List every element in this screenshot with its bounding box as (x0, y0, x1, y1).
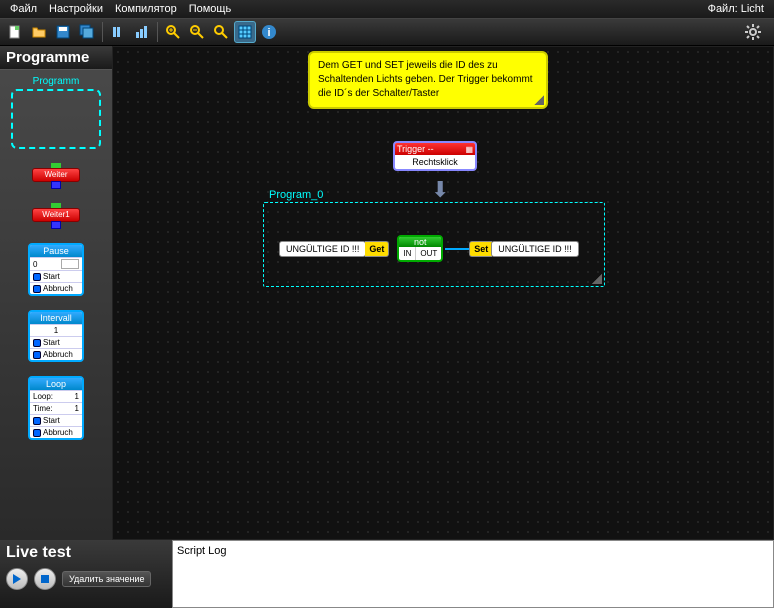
grid-toggle-icon[interactable] (234, 21, 256, 43)
bars-icon[interactable] (131, 21, 153, 43)
open-folder-icon[interactable] (28, 21, 50, 43)
separator (102, 22, 103, 42)
info-icon[interactable]: i (258, 21, 280, 43)
script-log: Script Log (172, 540, 774, 608)
zoom-in-icon[interactable] (162, 21, 184, 43)
programm-label: Programm (4, 76, 108, 87)
wire (445, 248, 469, 250)
bottom-panel: Live test Удалить значение Script Log (0, 540, 774, 608)
trigger-node[interactable]: Trigger --▦ Rechtsklick (393, 141, 477, 171)
play-button[interactable] (6, 568, 28, 590)
programm-placeholder[interactable]: Programm (4, 76, 108, 149)
live-test-panel: Live test Удалить значение (0, 540, 172, 608)
new-file-icon[interactable] (4, 21, 26, 43)
comment-note[interactable]: Dem GET und SET jeweils die ID des zu Sc… (308, 51, 548, 109)
zoom-fit-icon[interactable] (210, 21, 232, 43)
program-box-label: Program_0 (269, 189, 323, 201)
saveall-icon[interactable] (76, 21, 98, 43)
intervall-node[interactable]: Intervall 1 Start Abbruch (28, 310, 84, 362)
trigger-menu-icon[interactable]: ▦ (465, 145, 473, 154)
stop-button[interactable] (34, 568, 56, 590)
sidebar: Programme Programm Weiter Weiter1 Pause … (0, 46, 112, 540)
main-area: Programme Programm Weiter Weiter1 Pause … (0, 46, 774, 540)
menu-compiler[interactable]: Компилятор (109, 3, 183, 15)
get-block[interactable]: Get (365, 241, 389, 257)
weiter-node[interactable]: Weiter (32, 163, 80, 189)
sidebar-body: Programm Weiter Weiter1 Pause 0 Start Ab… (0, 70, 112, 540)
not-block[interactable]: not INOUT (397, 235, 443, 262)
live-test-title: Live test (6, 544, 166, 562)
current-file: Файл: Licht (708, 3, 770, 15)
invalid-id-left[interactable]: UNGÜLTIGE ID !!! (279, 241, 366, 257)
delete-value-button[interactable]: Удалить значение (62, 571, 151, 588)
svg-text:i: i (267, 27, 270, 39)
weiter1-node[interactable]: Weiter1 (32, 203, 80, 229)
menu-help[interactable]: Помощь (183, 3, 238, 15)
resize-grip-icon[interactable] (592, 274, 602, 284)
pause-node[interactable]: Pause 0 Start Abbruch (28, 243, 84, 296)
pause-value-input[interactable] (61, 259, 79, 269)
loop-node[interactable]: Loop Loop:1 Time:1 Start Abbruch (28, 376, 84, 440)
zoom-out-icon[interactable] (186, 21, 208, 43)
menu-file[interactable]: Файл (4, 3, 43, 15)
set-block[interactable]: Set (469, 241, 492, 257)
save-icon[interactable] (52, 21, 74, 43)
arrow-down-icon: ⬇ (431, 177, 449, 203)
menubar: Файл Настройки Компилятор Помощь Файл: L… (0, 0, 774, 18)
flow-chain: UNGÜLTIGE ID !!! Get not INOUT Set UNGÜL… (279, 235, 579, 262)
invalid-id-right[interactable]: UNGÜLTIGE ID !!! (491, 241, 578, 257)
align-icon[interactable] (107, 21, 129, 43)
canvas[interactable]: Dem GET und SET jeweils die ID des zu Sc… (112, 46, 774, 540)
separator (157, 22, 158, 42)
resize-grip-icon[interactable] (534, 95, 544, 105)
toolbar: i (0, 18, 774, 46)
menu-settings[interactable]: Настройки (43, 3, 109, 15)
gear-icon[interactable] (742, 21, 764, 43)
sidebar-title: Programme (0, 46, 112, 70)
